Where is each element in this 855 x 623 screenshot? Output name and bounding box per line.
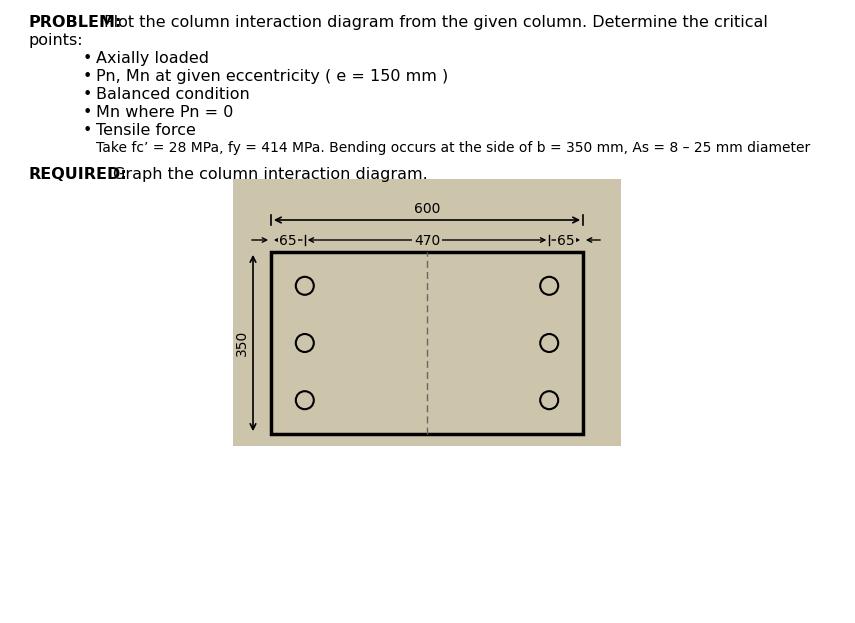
Text: Plot the column interaction diagram from the given column. Determine the critica: Plot the column interaction diagram from… <box>104 15 768 30</box>
Text: Balanced condition: Balanced condition <box>96 87 250 102</box>
Text: PROBLEM:: PROBLEM: <box>28 15 121 30</box>
Text: •: • <box>83 51 92 66</box>
Text: •: • <box>83 69 92 84</box>
Text: Graph the column interaction diagram.: Graph the column interaction diagram. <box>113 167 428 182</box>
Text: •: • <box>83 87 92 102</box>
Text: Pn, Mn at given eccentricity ( e = 150 mm ): Pn, Mn at given eccentricity ( e = 150 m… <box>96 69 448 84</box>
Text: Tensile force: Tensile force <box>96 123 196 138</box>
Text: Take fc’ = 28 MPa, fy = 414 MPa. Bending occurs at the side of b = 350 mm, As = : Take fc’ = 28 MPa, fy = 414 MPa. Bending… <box>96 141 811 155</box>
Text: •: • <box>83 105 92 120</box>
Text: 600: 600 <box>414 202 440 216</box>
Text: Mn where Pn = 0: Mn where Pn = 0 <box>96 105 233 120</box>
Bar <box>271 252 583 434</box>
Text: •: • <box>83 123 92 138</box>
Text: points:: points: <box>28 33 83 48</box>
Text: 65: 65 <box>279 234 297 248</box>
Text: 350: 350 <box>235 330 249 356</box>
Text: 470: 470 <box>414 234 440 248</box>
Text: Axially loaded: Axially loaded <box>96 51 209 66</box>
Text: REQUIRED:: REQUIRED: <box>28 167 127 182</box>
Bar <box>233 179 621 446</box>
Text: 65: 65 <box>557 234 575 248</box>
